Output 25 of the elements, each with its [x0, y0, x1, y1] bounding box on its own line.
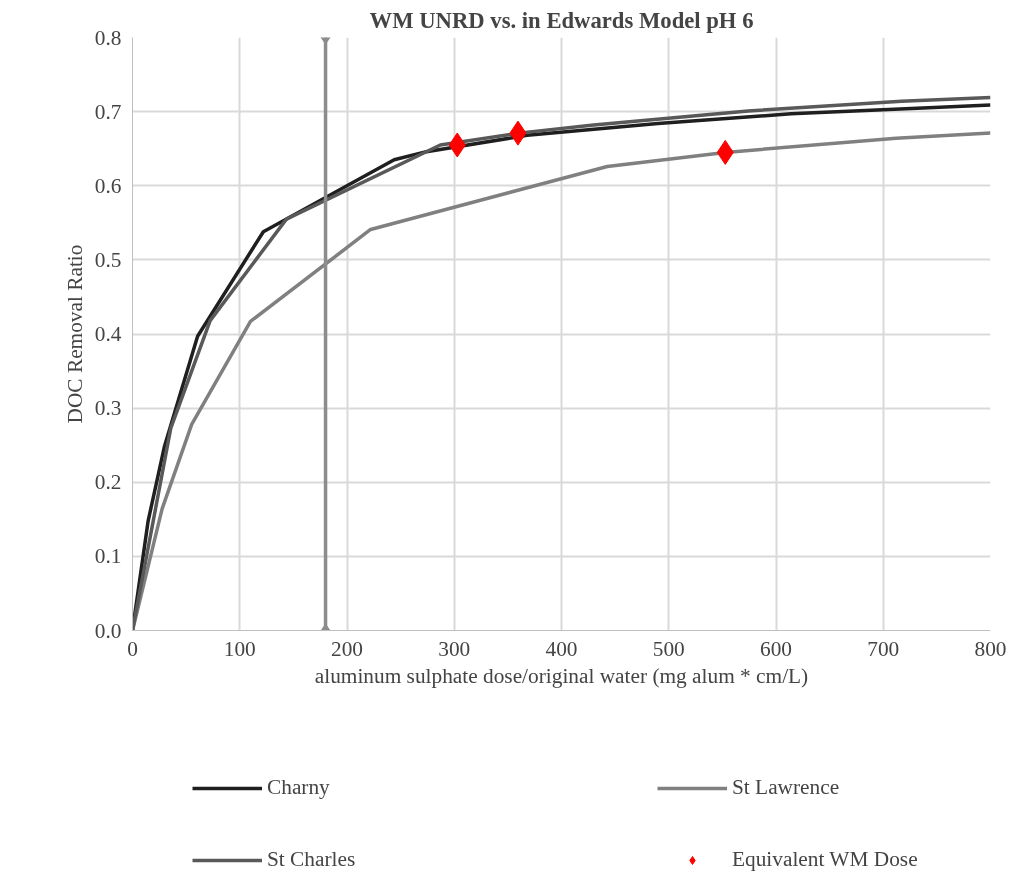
x-tick-label: 600 — [760, 636, 792, 661]
x-tick-label: 100 — [223, 636, 256, 661]
y-tick-label: 0.8 — [94, 25, 122, 50]
x-tick-label: 800 — [974, 636, 1007, 661]
y-tick-label: 0.1 — [94, 544, 122, 569]
legend-label: St Lawrence — [732, 775, 841, 800]
y-axis-title: DOC Removal Ratio — [62, 244, 87, 424]
y-tick-label: 0.7 — [94, 99, 122, 124]
x-tick-label: 0 — [127, 636, 138, 661]
x-tick-label: 400 — [545, 636, 578, 661]
legend-label: Charny — [267, 775, 331, 800]
x-tick-label: 500 — [652, 636, 685, 661]
x-tick-label: 200 — [331, 636, 363, 661]
chart-title: WM UNRD vs. in Edwards Model pH 6 — [369, 7, 754, 33]
y-tick-label: 0.0 — [94, 618, 122, 643]
y-tick-label: 0.4 — [94, 322, 122, 346]
y-tick-label: 0.6 — [94, 173, 122, 198]
legend-label: St Charles — [267, 847, 357, 872]
y-tick-label: 0.3 — [94, 396, 122, 421]
y-tick-label: 0.2 — [94, 470, 122, 495]
x-tick-label: 300 — [438, 636, 471, 661]
y-tick-label: 0.5 — [94, 247, 122, 272]
x-axis-title: aluminum sulphate dose/original water (mg alum * cm/L) — [314, 663, 809, 688]
legend-label: Equivalent WM Dose — [732, 847, 919, 872]
x-tick-label: 700 — [867, 636, 900, 661]
